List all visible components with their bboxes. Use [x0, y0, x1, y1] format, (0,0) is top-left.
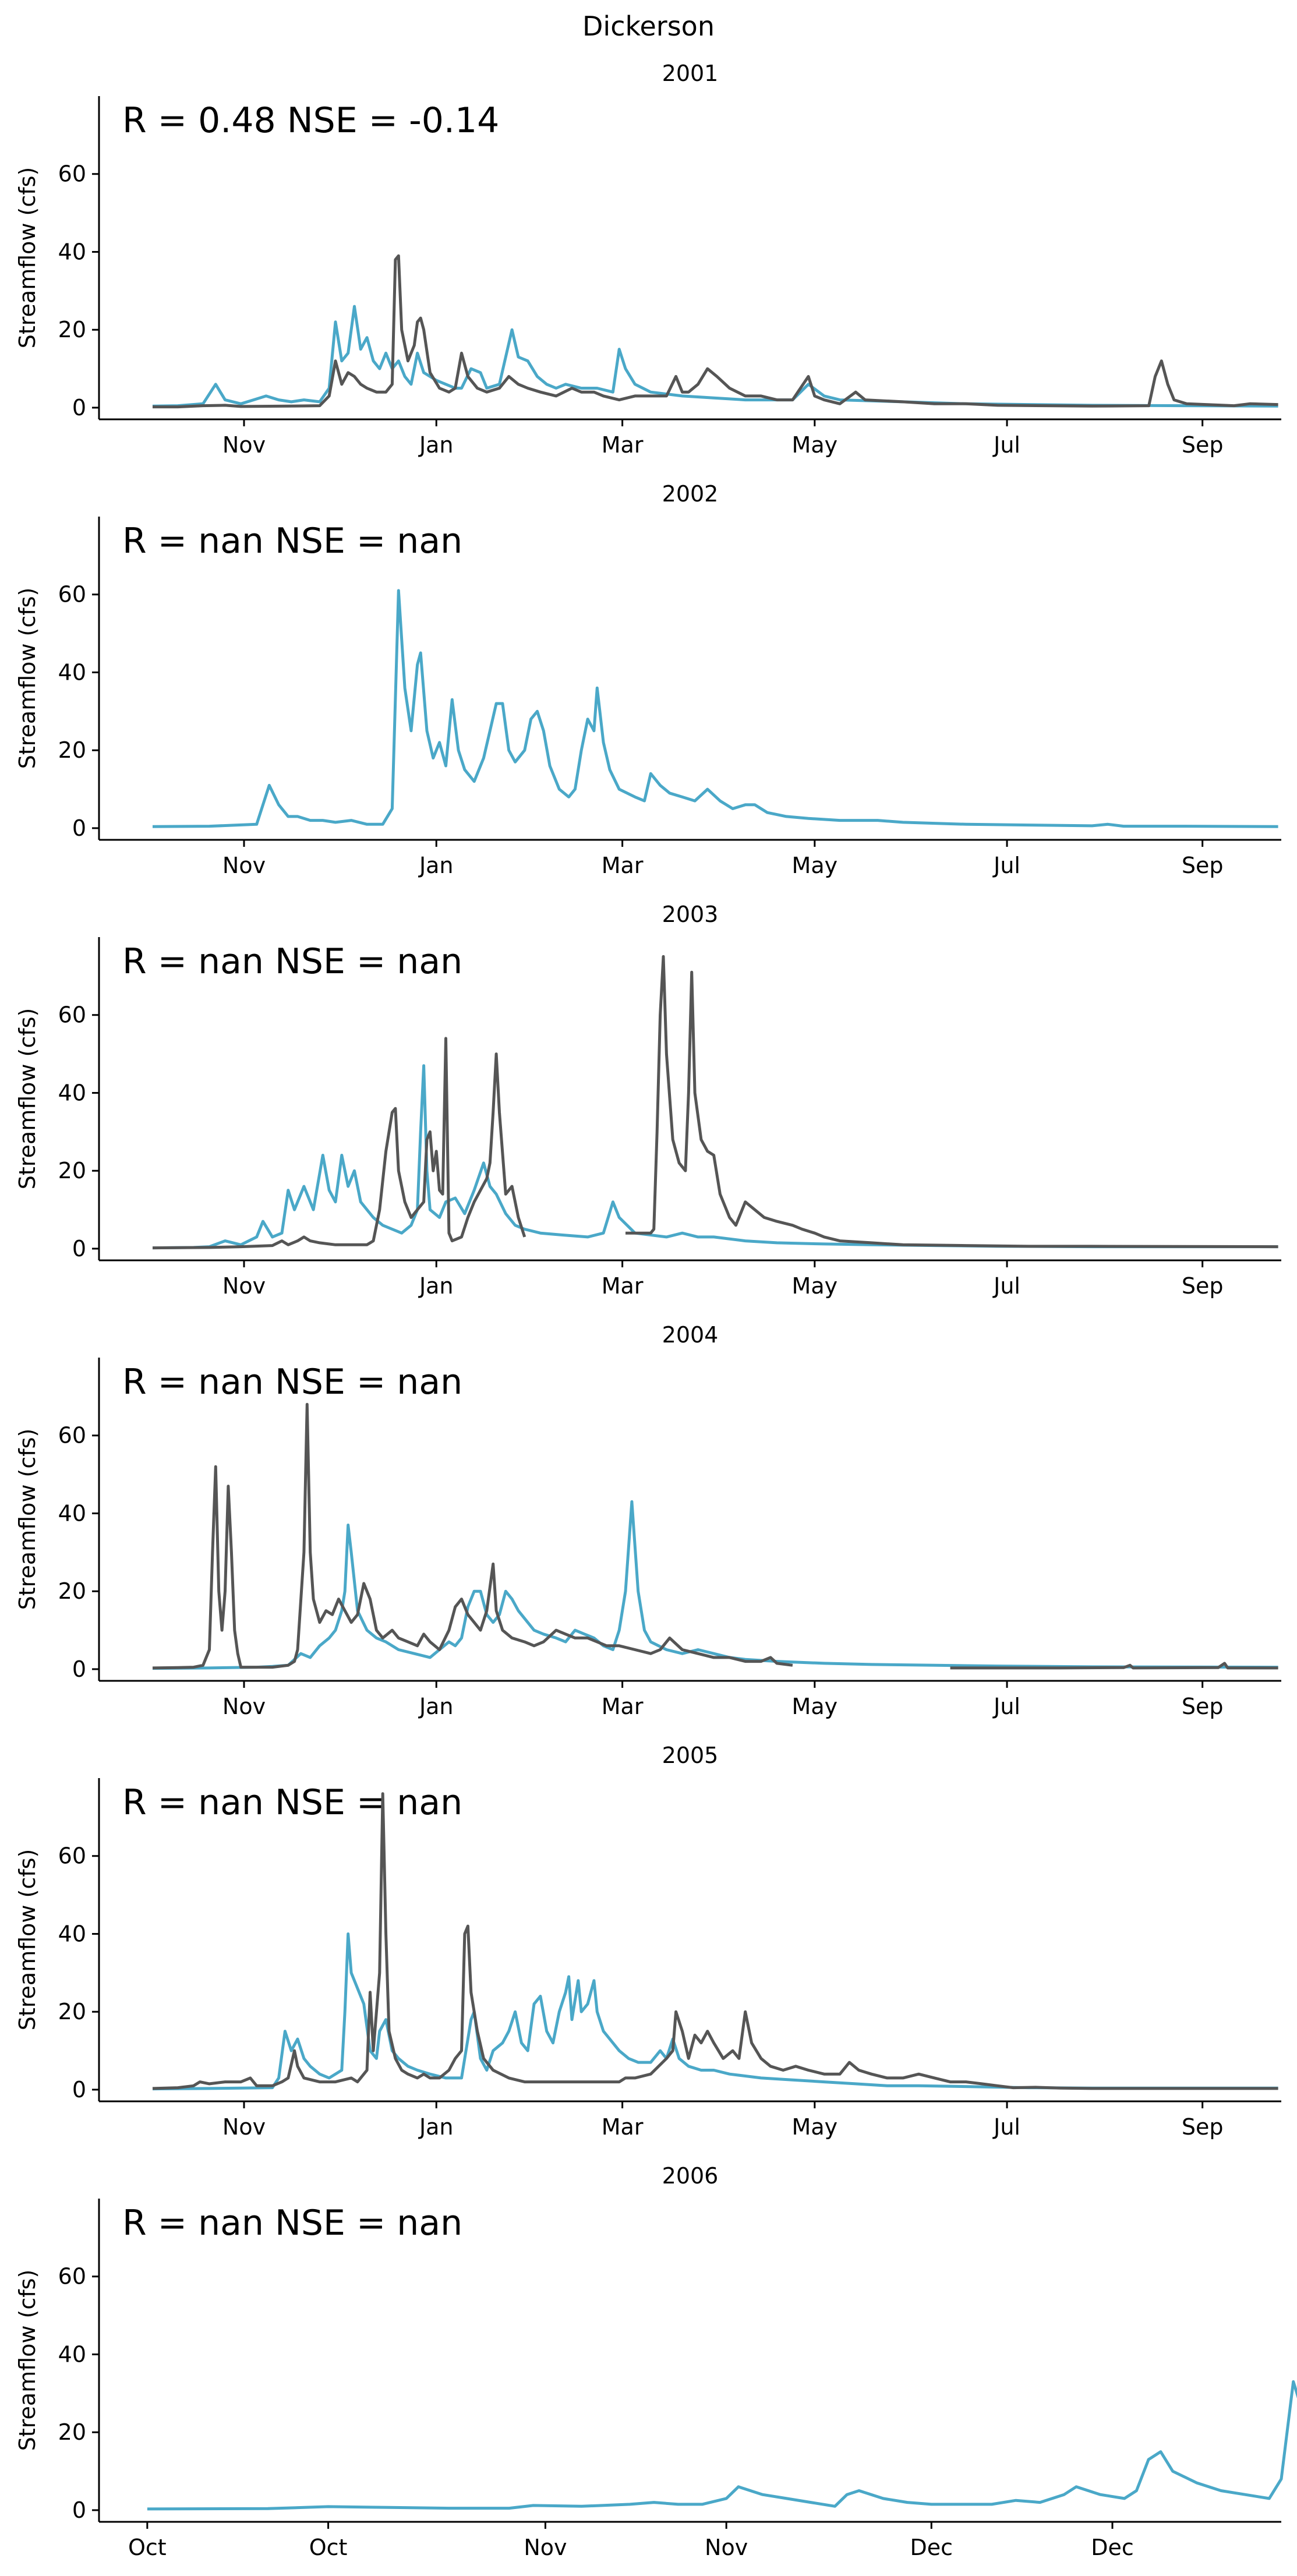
x-tick-label: Nov	[705, 2535, 748, 2560]
panel-title: 2005	[662, 1743, 719, 1768]
observed-series-line	[625, 955, 1278, 1249]
simulated-series-line	[152, 1500, 1278, 1670]
x-tick-label: Mar	[602, 1273, 644, 1299]
y-tick-label: 0	[72, 395, 86, 421]
x-tick-label: Nov	[222, 1694, 266, 1719]
x-tick-label: Mar	[602, 853, 644, 878]
panel-2005: 2005 R = nan NSE = nan Streamflow (cfs) 0 20…	[15, 1743, 1281, 2140]
simulated-series-line	[152, 589, 1278, 828]
panel-title: 2001	[662, 61, 719, 86]
y-tick-label: 20	[58, 317, 86, 342]
x-tick-label: Dec	[910, 2535, 953, 2560]
y-tick-label: 0	[72, 1656, 86, 1682]
x-tick-label: May	[792, 432, 838, 458]
y-tick-label: 60	[58, 161, 86, 187]
x-tick-label: Jul	[992, 1273, 1020, 1299]
x-tick-label: Nov	[524, 2535, 567, 2560]
y-tick-label: 40	[58, 239, 86, 264]
y-axis-label: Streamflow (cfs)	[15, 588, 40, 769]
x-tick-label: Sep	[1182, 432, 1224, 458]
observed-series-line	[152, 1037, 526, 1250]
panel-2006: 2006 R = nan NSE = nan Streamflow (cfs) 0 20…	[15, 2163, 1297, 2560]
y-tick-label: 20	[58, 737, 86, 763]
x-tick-label: Jan	[418, 1694, 454, 1719]
simulated-series-line	[152, 1932, 1278, 2091]
panel-2003: 2003 R = nan NSE = nan Streamflow (cfs) 0 20…	[15, 902, 1281, 1299]
y-axis-label: Streamflow (cfs)	[15, 2270, 40, 2451]
x-tick-label: Jan	[418, 2114, 454, 2140]
x-tick-label: Jul	[992, 2114, 1020, 2140]
x-tick-label: May	[792, 2114, 838, 2140]
y-tick-label: 40	[58, 1921, 86, 1946]
x-tick-label: May	[792, 1694, 838, 1719]
panel-2001: 2001 R = 0.48 NSE = -0.14 Streamflow (cfs)…	[15, 61, 1281, 458]
x-tick-label: Sep	[1182, 1273, 1224, 1299]
y-tick-label: 40	[58, 2341, 86, 2367]
y-tick-label: 20	[58, 1578, 86, 1604]
y-tick-label: 40	[58, 659, 86, 685]
x-tick-label: May	[792, 1273, 838, 1299]
observed-series-line	[950, 1662, 1278, 1670]
stats-annotation: R = 0.48 NSE = -0.14	[122, 100, 499, 141]
stats-annotation: R = nan NSE = nan	[122, 521, 462, 561]
y-tick-label: 60	[58, 1843, 86, 1869]
x-tick-label: Jan	[418, 853, 454, 878]
x-tick-label: Mar	[602, 432, 644, 458]
x-tick-label: Jul	[992, 432, 1020, 458]
y-tick-label: 60	[58, 2264, 86, 2289]
y-tick-label: 20	[58, 1999, 86, 2024]
panel-title: 2003	[662, 902, 719, 927]
x-tick-label: Nov	[222, 2114, 266, 2140]
observed-series-line	[152, 1792, 1278, 2090]
x-tick-label: Sep	[1182, 1694, 1224, 1719]
simulated-series-line	[152, 1064, 1278, 1250]
observed-series-line	[153, 254, 1278, 409]
x-tick-label: Nov	[222, 853, 266, 878]
x-tick-label: May	[792, 853, 838, 878]
x-tick-label: Oct	[128, 2535, 167, 2560]
y-tick-label: 0	[72, 2077, 86, 2103]
x-tick-label: Nov	[222, 1273, 266, 1299]
x-tick-label: Sep	[1182, 853, 1224, 878]
stats-annotation: R = nan NSE = nan	[122, 1362, 462, 1402]
panel-2002: 2002 R = nan NSE = nan Streamflow (cfs) 0 20…	[15, 481, 1281, 878]
figure-title: Dickerson	[582, 10, 715, 42]
stats-annotation: R = nan NSE = nan	[122, 2203, 462, 2243]
y-tick-label: 60	[58, 1423, 86, 1448]
y-tick-label: 40	[58, 1500, 86, 1526]
y-tick-label: 40	[58, 1080, 86, 1105]
y-tick-label: 0	[72, 2497, 86, 2523]
observed-series-line	[152, 1402, 793, 1670]
panel-title: 2006	[662, 2163, 719, 2189]
x-tick-label: Oct	[309, 2535, 348, 2560]
simulated-series-line	[152, 305, 1278, 408]
y-tick-label: 0	[72, 815, 86, 841]
simulated-series-line	[147, 2380, 1297, 2511]
panel-2004: 2004 R = nan NSE = nan Streamflow (cfs) 0 20…	[15, 1322, 1281, 1719]
y-tick-label: 60	[58, 582, 86, 607]
y-axis-label: Streamflow (cfs)	[15, 1008, 40, 1190]
y-tick-label: 0	[72, 1236, 86, 1262]
x-tick-label: Mar	[602, 1694, 644, 1719]
panel-title: 2002	[662, 481, 719, 507]
y-tick-label: 20	[58, 2419, 86, 2445]
x-tick-label: Nov	[222, 432, 266, 458]
panel-title: 2004	[662, 1322, 719, 1348]
x-tick-label: Mar	[602, 2114, 644, 2140]
stats-annotation: R = nan NSE = nan	[122, 1782, 462, 1823]
stats-annotation: R = nan NSE = nan	[122, 941, 462, 982]
x-tick-label: Jul	[992, 853, 1020, 878]
y-tick-label: 20	[58, 1158, 86, 1183]
x-tick-label: Sep	[1182, 2114, 1224, 2140]
y-axis-label: Streamflow (cfs)	[15, 1849, 40, 2031]
x-tick-label: Jul	[992, 1694, 1020, 1719]
y-axis-label: Streamflow (cfs)	[15, 167, 40, 349]
x-tick-label: Jan	[418, 432, 454, 458]
y-tick-label: 60	[58, 1002, 86, 1028]
x-tick-label: Jan	[418, 1273, 454, 1299]
x-tick-label: Dec	[1091, 2535, 1134, 2560]
y-axis-label: Streamflow (cfs)	[15, 1429, 40, 1610]
